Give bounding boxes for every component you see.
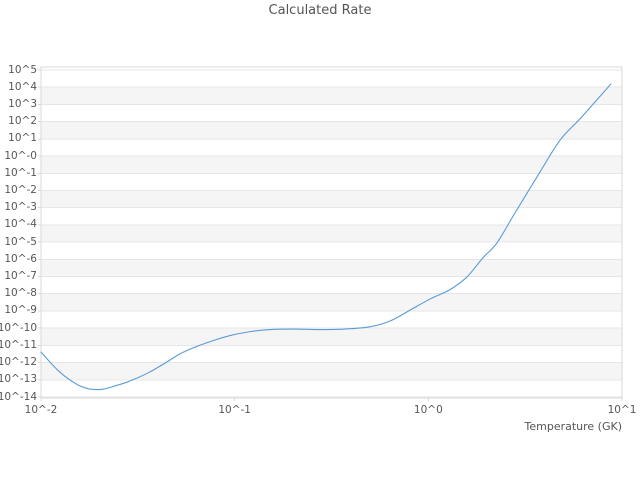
y-tick-label: 10^-7 <box>4 270 37 283</box>
y-tick-label: 10^5 <box>8 63 37 76</box>
decade-band <box>41 207 622 225</box>
y-tick-label: 10^-14 <box>0 390 37 403</box>
plot-border <box>40 66 623 399</box>
y-tick-label: 10^-2 <box>4 183 37 196</box>
y-tick-label: 10^3 <box>8 97 37 110</box>
y-tick-label: 10^-0 <box>4 149 37 162</box>
decade-band <box>41 173 622 191</box>
x-tick-label: 10^0 <box>413 404 443 416</box>
chart-title: Calculated Rate <box>268 3 372 18</box>
y-tick-label: 10^4 <box>8 80 37 93</box>
decade-band <box>41 259 622 277</box>
y-tick-label: 10^-10 <box>0 321 37 334</box>
decade-band <box>41 156 622 174</box>
x-axis-title: Temperature (GK) <box>524 420 623 433</box>
decade-band <box>41 70 622 88</box>
decade-band <box>41 242 622 260</box>
y-tick-label: 10^-12 <box>0 356 37 369</box>
y-tick-label: 10^-11 <box>0 338 37 351</box>
decade-band <box>41 104 622 122</box>
decade-band <box>41 138 622 157</box>
y-tick-label: 10^-9 <box>4 304 37 317</box>
decade-band <box>41 345 622 363</box>
decade-band <box>41 224 622 243</box>
decade-band <box>41 379 622 397</box>
y-tick-label: 10^-4 <box>4 218 37 231</box>
y-tick-label: 10^-1 <box>4 166 37 179</box>
decade-band <box>41 87 622 105</box>
decade-band <box>41 190 622 208</box>
x-tick-label: 10^-1 <box>218 404 251 416</box>
decade-band <box>41 121 622 139</box>
decade-band <box>41 276 622 294</box>
x-tick-label: 10^-2 <box>24 404 58 416</box>
y-tick-label: 10^-8 <box>4 287 37 300</box>
y-tick-label: 10^-13 <box>0 373 37 386</box>
decade-band <box>41 293 622 311</box>
decade-band <box>41 310 622 329</box>
y-tick-label: 10^2 <box>8 115 37 128</box>
x-tick-label: 10^1 <box>607 404 637 416</box>
y-tick-label: 10^-3 <box>4 201 37 214</box>
decade-band <box>41 362 622 380</box>
y-tick-label: 10^-5 <box>4 235 37 248</box>
decade-band <box>41 328 622 346</box>
rate-curve <box>40 83 612 391</box>
y-tick-label: 10^1 <box>8 132 37 145</box>
y-tick-label: 10^-6 <box>4 252 37 265</box>
